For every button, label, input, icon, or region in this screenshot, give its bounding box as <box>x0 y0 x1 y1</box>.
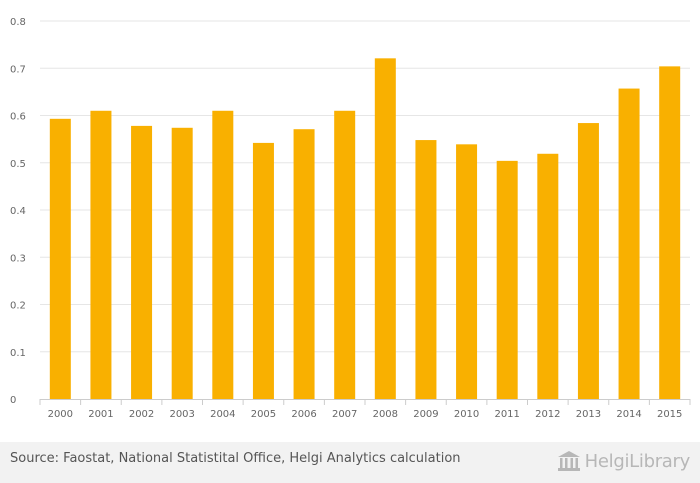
bar <box>131 125 153 400</box>
x-axis: 2000 2001 2002 2003 2004 2005 2006 2007 2008 2009… <box>39 399 691 420</box>
logo-text: HelgiLibrary <box>584 450 691 472</box>
bar <box>577 123 599 399</box>
y-tick-label: 0.2 <box>10 301 26 312</box>
y-axis: 0 0.1 0.2 0.3 0.4 0.5 0.6 0.7 0.8 <box>10 17 26 406</box>
bar <box>171 127 193 399</box>
x-tick-label: 2006 <box>291 409 316 420</box>
x-tick-label: 2012 <box>535 409 560 420</box>
x-tick-label: 2007 <box>332 409 357 420</box>
source-text: Source: Faostat, National Statistital Of… <box>10 451 461 466</box>
x-tick-label: 2000 <box>48 409 73 420</box>
footer: Source: Faostat, National Statistital Of… <box>0 442 700 483</box>
library-building-icon <box>557 451 580 471</box>
bar <box>49 118 71 400</box>
x-tick-label: 2015 <box>657 409 682 420</box>
y-tick-label: 0 <box>10 395 16 406</box>
x-tick-label: 2013 <box>576 409 601 420</box>
y-tick-label: 0.1 <box>10 348 26 359</box>
x-tick-label: 2002 <box>129 409 154 420</box>
x-tick-label: 2005 <box>251 409 276 420</box>
bar <box>252 142 274 399</box>
bar <box>496 160 518 399</box>
y-tick-label: 0.8 <box>10 17 26 28</box>
bar <box>456 144 478 399</box>
x-tick-label: 2014 <box>616 409 641 420</box>
bar <box>334 110 356 400</box>
bar <box>659 66 681 400</box>
y-tick-label: 0.6 <box>10 112 26 123</box>
x-tick-label: 2008 <box>373 409 398 420</box>
bar-chart: 00.10.20.30.40.50.60.70.8 2000 2001 2002 20… <box>10 17 691 420</box>
bars <box>49 58 681 400</box>
x-tick-label: 2003 <box>169 409 194 420</box>
y-tick-label: 0.4 <box>10 206 26 217</box>
helgi-library-logo[interactable]: HelgiLibrary <box>557 448 690 474</box>
x-tick-label: 2011 <box>494 409 519 420</box>
x-tick-label: 2001 <box>88 409 113 420</box>
y-tick-label: 0.7 <box>10 64 26 75</box>
bar <box>537 153 559 399</box>
y-tick-label: 0.3 <box>10 253 26 264</box>
bar <box>212 110 234 400</box>
x-tick-label: 2010 <box>454 409 479 420</box>
bar <box>293 129 315 399</box>
bar <box>374 58 396 399</box>
x-tick-label: 2009 <box>413 409 438 420</box>
bar <box>90 110 112 400</box>
y-tick-label: 0.5 <box>10 159 26 170</box>
bar <box>618 88 640 399</box>
bar <box>415 140 437 399</box>
x-tick-label: 2004 <box>210 409 235 420</box>
